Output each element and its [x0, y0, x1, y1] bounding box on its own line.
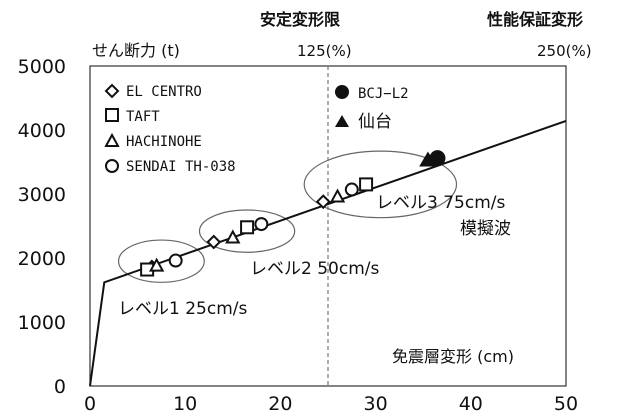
y-tick-2000: 2000 [18, 248, 66, 270]
annotation-level1: レベル1 25cm/s [118, 299, 247, 319]
y-tick-4000: 4000 [18, 120, 66, 142]
marker-hachinohe-2-0 [148, 257, 165, 272]
data-markers [140, 150, 446, 277]
x-tick-0: 0 [84, 393, 96, 415]
y-axis-label: せん断力 (t) [92, 41, 180, 60]
y-tick-3000: 3000 [18, 184, 66, 206]
legend-marker-taft [105, 108, 119, 122]
level-group-ellipses [117, 150, 458, 283]
legend-marker-sendai-sim [335, 115, 349, 127]
ref-line-label-stability-limit: 安定変形限 [260, 10, 341, 29]
annotation-level3-sub: 模擬波 [460, 219, 511, 239]
marker-sendai-th-038-3-2 [344, 182, 359, 197]
marker-taft-1-1 [240, 220, 255, 235]
legend-marker-sendai [105, 159, 119, 173]
x-tick-labels: 0 10 20 30 40 50 [84, 393, 578, 415]
legend-label-bcj-l2: BCJ−L2 [358, 86, 409, 102]
marker-el-centro-0-2 [315, 194, 331, 210]
marker-el-centro-0-1 [206, 234, 222, 250]
legend-label-sendai-sim: 仙台 [358, 112, 392, 132]
ref-line-value-125: 125(%) [297, 42, 352, 60]
marker---5-0 [419, 151, 437, 167]
hysteresis-skeleton-curve [89, 119, 567, 387]
x-tick-50: 50 [554, 393, 578, 415]
legend-label-el-centro: EL CENTRO [126, 84, 202, 100]
x-tick-10: 10 [173, 393, 197, 415]
x-axis-label: 免震層変形 (cm) [392, 347, 514, 366]
marker-sendai-th-038-3-0 [168, 253, 183, 268]
x-tick-40: 40 [459, 393, 483, 415]
marker-sendai-th-038-3-1 [254, 217, 269, 232]
legend-marker-bcj-l2 [335, 85, 349, 99]
x-tick-30: 30 [364, 393, 388, 415]
group-ellipse-level1 [117, 239, 205, 283]
legend-label-sendai: SENDAI TH-038 [126, 159, 236, 175]
y-tick-5000: 5000 [18, 56, 66, 78]
legend-right: BCJ−L2 仙台 [335, 85, 409, 132]
legend-marker-el-centro [104, 83, 120, 99]
legend-label-taft: TAFT [126, 109, 160, 125]
annotation-level2: レベル2 50cm/s [250, 259, 379, 279]
ref-line-value-250: 250(%) [537, 42, 592, 60]
group-ellipse-level3 [303, 150, 458, 219]
legend-marker-hachinohe [104, 132, 120, 147]
marker-hachinohe-2-1 [225, 229, 241, 244]
y-tick-labels: 0 1000 2000 3000 4000 5000 [18, 56, 66, 398]
legend-left: EL CENTRO TAFT HACHINOHE SENDAI TH-038 [104, 83, 236, 175]
group-ellipse-level2 [198, 209, 296, 253]
marker-hachinohe-2-2 [329, 188, 346, 203]
ref-line-label-performance-limit: 性能保証変形 [487, 10, 583, 29]
y-tick-1000: 1000 [18, 312, 66, 334]
y-tick-0: 0 [54, 376, 66, 398]
x-tick-20: 20 [268, 393, 292, 415]
annotation-level3: レベル3 75cm/s [376, 193, 505, 213]
legend-label-hachinohe: HACHINOHE [126, 134, 202, 150]
marker-taft-1-2 [359, 177, 374, 192]
